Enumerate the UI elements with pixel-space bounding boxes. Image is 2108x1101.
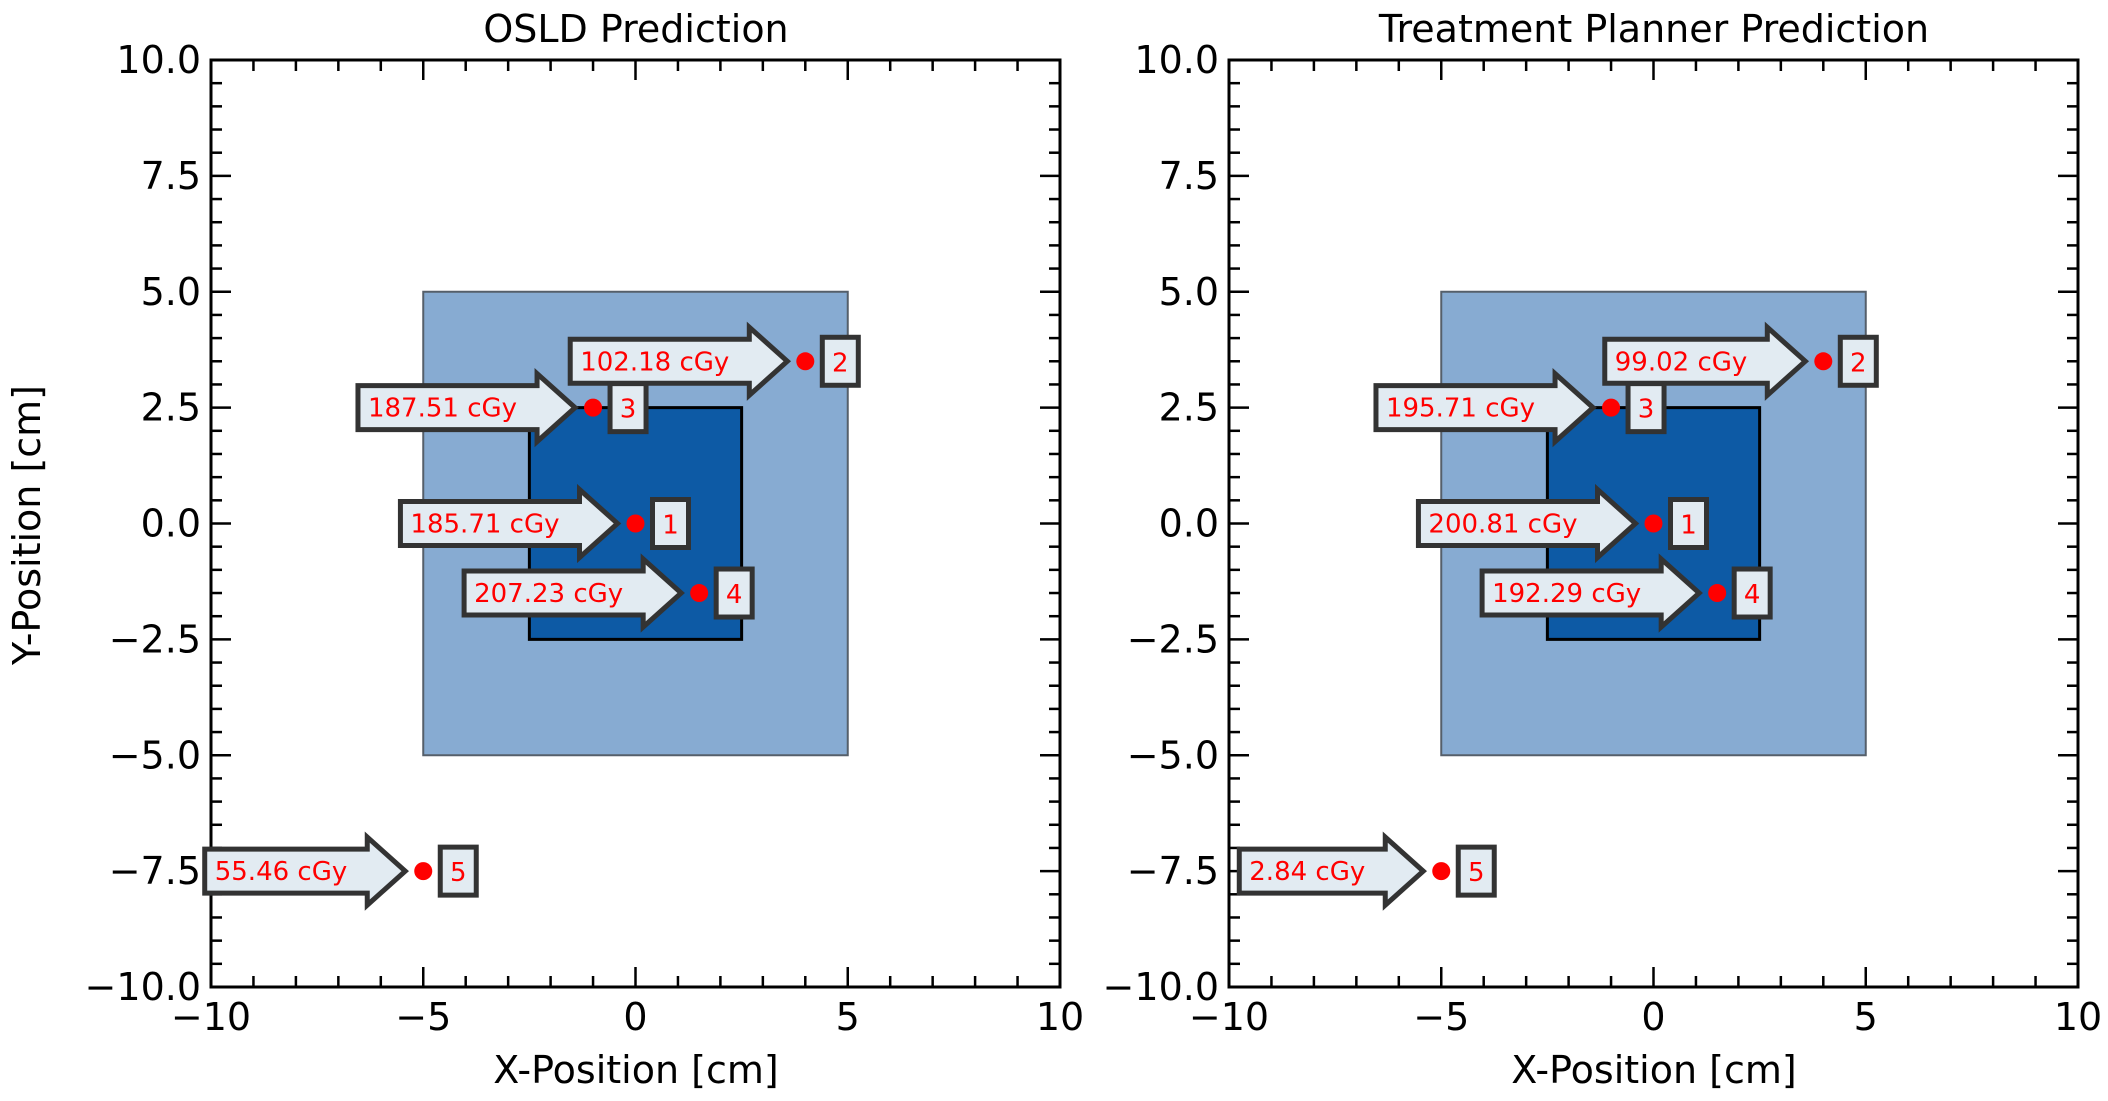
y-tick-label: 7.5	[141, 154, 201, 198]
dose-arrow	[1373, 368, 1597, 448]
point-id-box	[650, 497, 691, 550]
dose-arrow	[202, 831, 409, 911]
y-tick-label: 10.0	[116, 38, 201, 82]
chart-title: Treatment Planner Prediction	[1378, 7, 1929, 51]
point-id-label: 5	[1468, 858, 1485, 888]
dose-label: 195.71 cGy	[1386, 394, 1535, 424]
point-id-label: 3	[1638, 395, 1655, 425]
x-axis-label: X-Position [cm]	[1511, 1048, 1796, 1092]
point-id-label: 1	[1680, 511, 1697, 541]
y-tick-label: −2.5	[1127, 617, 1219, 661]
point-id-box	[1668, 497, 1709, 550]
x-tick-label: −5	[395, 995, 451, 1039]
x-tick-label: −10	[171, 995, 251, 1039]
y-axis-label: Y-Position [cm]	[5, 385, 49, 666]
dose-arrow	[355, 368, 579, 448]
data-point	[690, 584, 709, 603]
dose-label: 102.18 cGy	[580, 347, 729, 377]
x-tick-label: 5	[1854, 995, 1878, 1039]
dose-arrow	[1236, 831, 1427, 911]
x-tick-label: 10	[1036, 995, 1084, 1039]
y-tick-label: −10.0	[1103, 965, 1219, 1009]
point-id-box	[1837, 334, 1879, 388]
dose-label: 99.02 cGy	[1615, 347, 1748, 377]
point-id-label: 4	[1744, 580, 1761, 610]
dose-label: 200.81 cGy	[1428, 510, 1577, 540]
point-id-label: 2	[832, 348, 849, 378]
point-id-label: 4	[726, 580, 743, 610]
y-tick-label: −10.0	[85, 965, 201, 1009]
dose-label: 207.23 cGy	[474, 579, 623, 609]
y-tick-label: 2.5	[1159, 386, 1219, 430]
dose-arrow	[397, 483, 622, 564]
point-id-box	[819, 334, 861, 388]
panel-osld: OSLD Prediction X-Position [cm] Y-Positi…	[5, 7, 1084, 1092]
data-point	[414, 862, 433, 881]
x-tick-label: −5	[1413, 995, 1469, 1039]
y-tick-label: −5.0	[1127, 733, 1219, 777]
dose-label: 185.71 cGy	[410, 510, 559, 540]
point-id-box	[1731, 566, 1773, 620]
x-tick-label: 5	[836, 995, 860, 1039]
x-tick-label: 0	[1641, 995, 1665, 1039]
point-id-box	[437, 844, 479, 898]
data-point	[796, 352, 815, 371]
y-tick-label: −2.5	[109, 617, 201, 661]
data-point	[1644, 514, 1663, 533]
y-tick-label: 5.0	[141, 270, 201, 314]
data-point	[1602, 398, 1621, 417]
y-tick-label: 0.0	[1159, 502, 1219, 546]
point-id-box	[713, 566, 755, 620]
point-id-label: 2	[1850, 348, 1867, 378]
chart-title: OSLD Prediction	[483, 7, 788, 51]
data-point	[626, 514, 645, 533]
data-point	[1814, 352, 1833, 371]
point-id-box	[607, 381, 649, 435]
data-point	[1432, 862, 1451, 881]
y-tick-label: −7.5	[1127, 849, 1219, 893]
x-axis-label: X-Position [cm]	[493, 1048, 778, 1092]
y-tick-label: 2.5	[141, 386, 201, 430]
dose-arrow	[1415, 483, 1640, 564]
point-id-box	[1455, 844, 1497, 898]
y-tick-label: −7.5	[109, 849, 201, 893]
data-point	[1708, 584, 1727, 603]
plot-area-treatment-planner: −10 −5 0 5 10 10.0 7.5 5.0 2.5 0.0 −2.5 −5.0 −7.5 −10…	[1103, 38, 2103, 1039]
point-id-label: 5	[450, 858, 467, 888]
dose-arrow	[567, 321, 792, 401]
panel-treatment-planner: Treatment Planner Prediction X-Position …	[1103, 7, 2103, 1092]
dose-label: 55.46 cGy	[215, 857, 348, 887]
y-tick-label: 10.0	[1134, 38, 1219, 82]
point-id-label: 3	[620, 395, 637, 425]
dose-arrow	[461, 553, 685, 633]
x-tick-label: 0	[623, 995, 647, 1039]
dose-label: 2.84 cGy	[1249, 857, 1365, 887]
dose-label: 187.51 cGy	[368, 394, 517, 424]
x-tick-label: 10	[2054, 995, 2102, 1039]
data-point	[584, 398, 603, 417]
y-tick-label: 7.5	[1159, 154, 1219, 198]
point-id-box	[1625, 381, 1667, 435]
y-tick-label: −5.0	[109, 733, 201, 777]
plot-area-osld: −10 −5 0 5 10 10.0 7.5 5.0 2.5 0.0 −2.5 −5.0 −7.5 −10…	[85, 38, 1085, 1039]
point-id-label: 1	[662, 511, 679, 541]
dose-arrow	[1479, 553, 1703, 633]
x-tick-label: −10	[1189, 995, 1269, 1039]
dose-label: 192.29 cGy	[1492, 579, 1641, 609]
y-tick-label: 0.0	[141, 502, 201, 546]
y-tick-label: 5.0	[1159, 270, 1219, 314]
